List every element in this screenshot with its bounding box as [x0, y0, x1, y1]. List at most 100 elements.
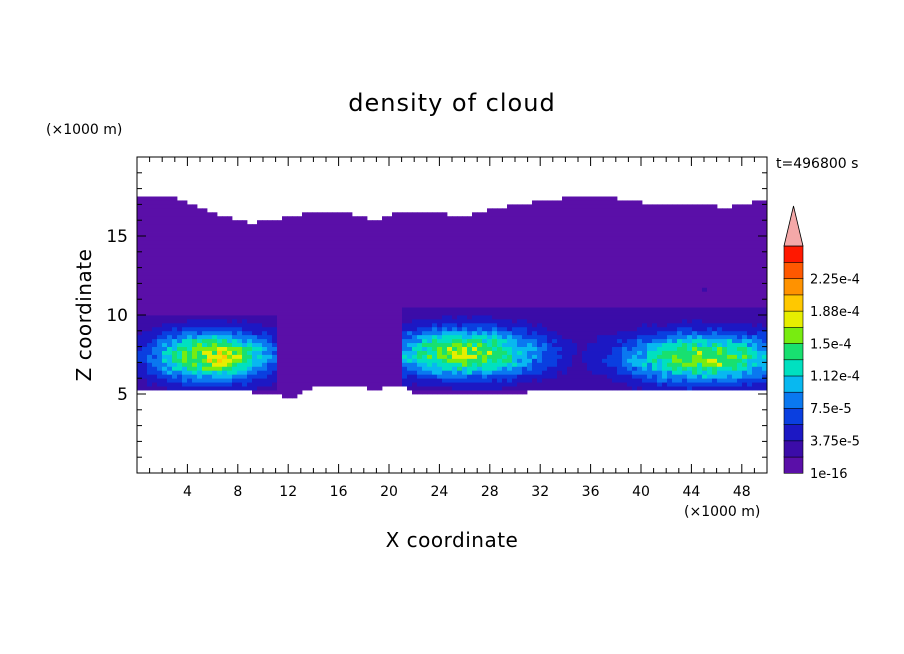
cloud-cell [567, 220, 573, 225]
cloud-cell [412, 236, 418, 241]
cloud-cell [342, 228, 348, 233]
cloud-cell [147, 330, 153, 336]
cloud-cell [192, 334, 198, 340]
cloud-cell [627, 346, 633, 351]
cloud-cell [547, 322, 553, 328]
cloud-cell [577, 326, 583, 332]
cloud-cell [612, 287, 618, 292]
cloud-cell [537, 232, 543, 237]
cloud-cell [667, 318, 673, 324]
cloud-cell [227, 263, 233, 268]
cloud-cell [147, 342, 153, 347]
cloud-cell [182, 330, 188, 336]
cloud-cell [602, 291, 608, 296]
cloud-cell [477, 232, 483, 237]
cloud-cell [247, 362, 253, 367]
cloud-cell [197, 267, 203, 272]
cloud-cell [232, 267, 238, 272]
cloud-cell [542, 322, 548, 328]
cloud-cell [572, 322, 578, 328]
cloud-cell [632, 299, 638, 304]
cloud-cell [192, 374, 198, 379]
cloud-cell [607, 251, 613, 257]
cloud-cell [222, 271, 228, 276]
cloud-cell [317, 263, 323, 268]
cloud-cell [352, 283, 358, 288]
cloud-cell [157, 303, 163, 308]
cloud-cell [232, 322, 238, 328]
cloud-cell [572, 303, 578, 308]
cloud-cell [632, 303, 638, 308]
cloud-cell [177, 354, 183, 359]
cloud-cell [612, 330, 618, 336]
cloud-cell [547, 370, 553, 375]
cloud-cell [587, 382, 593, 387]
cloud-cell [537, 374, 543, 379]
cloud-cell [377, 247, 383, 253]
cloud-cell [167, 236, 173, 241]
cloud-cell [597, 251, 603, 257]
cloud-cell [472, 374, 478, 379]
cloud-cell [337, 354, 343, 359]
cloud-cell [212, 378, 218, 383]
cloud-cell [397, 295, 403, 300]
cloud-cell [382, 271, 388, 276]
cloud-cell [252, 303, 258, 308]
cloud-cell [292, 330, 298, 336]
cloud-cell [237, 239, 243, 245]
cloud-cell [262, 267, 268, 272]
cloud-cell [522, 287, 528, 292]
cloud-cell [577, 279, 583, 284]
cloud-cell [287, 374, 293, 379]
cloud-cell [577, 236, 583, 241]
cloud-cell [292, 386, 298, 391]
cloud-cell [462, 338, 468, 344]
cloud-cell [292, 228, 298, 233]
cloud-cell [552, 318, 558, 324]
cloud-cell [152, 311, 158, 316]
cloud-cell [547, 326, 553, 332]
cloud-cell [677, 378, 683, 383]
cloud-cell [177, 232, 183, 237]
cloud-cell [507, 220, 513, 225]
cloud-cell [142, 330, 148, 336]
cloud-cell [272, 279, 278, 284]
cloud-cell [172, 318, 178, 324]
cloud-cell [672, 220, 678, 225]
cloud-cell [407, 259, 413, 265]
cloud-cell [517, 283, 523, 288]
cloud-cell [367, 279, 373, 284]
cloud-cell [162, 354, 168, 359]
cloud-cell [582, 358, 588, 363]
cloud-cell [422, 247, 428, 253]
cloud-cell [192, 358, 198, 363]
cloud-cell [572, 204, 578, 209]
cloud-cell [182, 228, 188, 233]
cloud-cell [672, 315, 678, 320]
cloud-cell [207, 362, 213, 367]
cloud-cell [617, 232, 623, 237]
cloud-cell [307, 255, 313, 261]
cloud-cell [267, 330, 273, 336]
cloud-cell [337, 283, 343, 288]
cloud-cell [262, 390, 268, 395]
cloud-cell [347, 326, 353, 332]
cloud-cell [217, 303, 223, 308]
cloud-cell [262, 382, 268, 387]
cloud-cell [342, 326, 348, 332]
cloud-cell [377, 255, 383, 261]
cloud-cell [567, 299, 573, 304]
cloud-cell [172, 232, 178, 237]
cloud-cell [462, 366, 468, 371]
cloud-cell [252, 291, 258, 296]
cloud-cell [607, 358, 613, 363]
cloud-cell [397, 358, 403, 363]
cloud-cell [637, 346, 643, 351]
cloud-cell [662, 275, 668, 280]
cloud-cell [162, 346, 168, 351]
cloud-cell [337, 311, 343, 316]
cloud-cell [617, 378, 623, 383]
cloud-cell [362, 370, 368, 375]
cloud-cell [397, 251, 403, 257]
cloud-cell [202, 212, 208, 217]
